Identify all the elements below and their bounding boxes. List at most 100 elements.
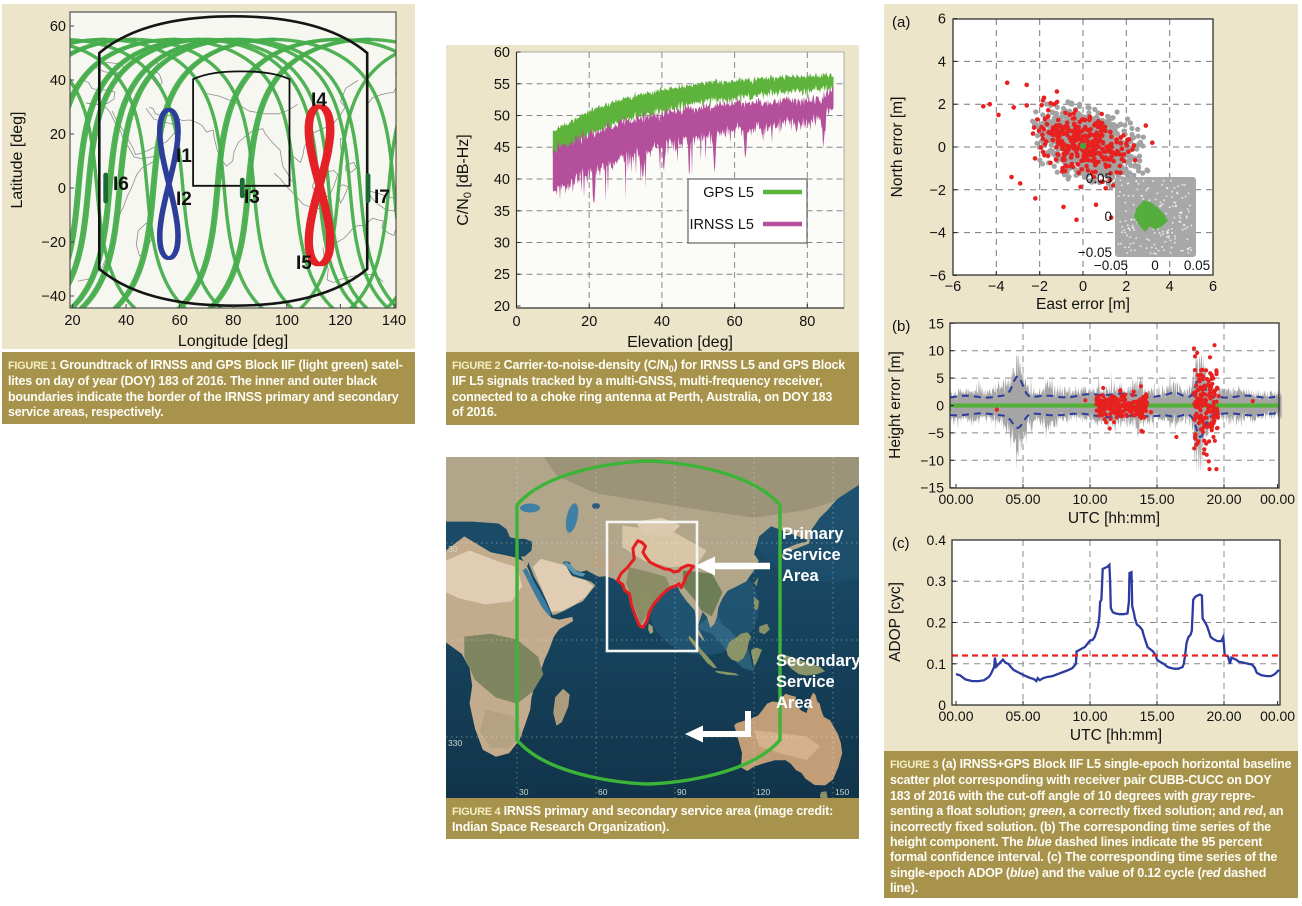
- svg-text:−20: −20: [41, 235, 66, 251]
- svg-text:80: 80: [799, 314, 815, 330]
- svg-text:45: 45: [494, 140, 510, 156]
- svg-text:0: 0: [512, 314, 520, 330]
- svg-text:0: 0: [936, 398, 944, 414]
- svg-text:Longitude [deg]: Longitude [deg]: [178, 333, 288, 349]
- svg-text:0: 0: [938, 140, 946, 156]
- svg-text:60: 60: [727, 314, 743, 330]
- svg-text:I1: I1: [176, 146, 192, 167]
- svg-text:(a): (a): [892, 14, 910, 31]
- svg-text:15: 15: [928, 315, 944, 331]
- svg-text:00.00: 00.00: [938, 708, 973, 724]
- svg-text:2: 2: [1122, 279, 1130, 295]
- svg-text:Secondary: Secondary: [776, 652, 859, 670]
- svg-text:−6: −6: [929, 268, 946, 284]
- svg-text:120: 120: [756, 787, 770, 797]
- svg-text:30: 30: [519, 787, 529, 797]
- svg-text:20: 20: [494, 299, 510, 315]
- svg-text:30: 30: [494, 236, 510, 252]
- svg-text:10: 10: [928, 343, 944, 359]
- svg-text:10.00: 10.00: [1072, 708, 1107, 724]
- svg-text:Elevation [deg]: Elevation [deg]: [627, 334, 733, 351]
- svg-text:GPS L5: GPS L5: [703, 185, 754, 201]
- svg-text:00.00: 00.00: [1260, 708, 1295, 724]
- svg-text:UTC [hh:mm]: UTC [hh:mm]: [1068, 510, 1160, 527]
- svg-text:Primary: Primary: [782, 525, 844, 543]
- svg-text:I3: I3: [244, 187, 260, 208]
- svg-text:ADOP [cyc]: ADOP [cyc]: [887, 582, 904, 662]
- svg-text:0.1: 0.1: [927, 656, 947, 672]
- svg-text:0: 0: [58, 181, 66, 197]
- svg-text:50: 50: [494, 109, 510, 125]
- svg-text:60: 60: [598, 787, 608, 797]
- svg-text:330: 330: [448, 738, 462, 748]
- svg-text:2: 2: [938, 97, 946, 113]
- svg-text:North error [m]: North error [m]: [889, 97, 906, 198]
- svg-text:I7: I7: [374, 187, 390, 208]
- svg-text:6: 6: [1209, 279, 1217, 295]
- svg-text:0: 0: [1104, 209, 1112, 224]
- svg-text:−5: −5: [928, 425, 944, 441]
- svg-text:I5: I5: [296, 253, 312, 274]
- svg-text:15.00: 15.00: [1139, 491, 1174, 507]
- svg-text:20: 20: [581, 314, 597, 330]
- svg-text:0: 0: [1079, 279, 1087, 295]
- svg-text:−2: −2: [1031, 279, 1048, 295]
- svg-text:0.4: 0.4: [927, 532, 947, 548]
- svg-text:0.05: 0.05: [1184, 258, 1210, 273]
- svg-text:10.00: 10.00: [1072, 491, 1107, 507]
- svg-text:IRNSS L5: IRNSS L5: [690, 217, 754, 233]
- svg-text:35: 35: [494, 204, 510, 220]
- svg-text:40: 40: [654, 314, 670, 330]
- svg-text:6: 6: [938, 12, 946, 28]
- svg-text:C/N0 [dB-Hz]: C/N0 [dB-Hz]: [455, 134, 474, 225]
- svg-text:Service: Service: [782, 546, 841, 564]
- svg-text:0: 0: [938, 697, 946, 713]
- svg-text:20.00: 20.00: [1206, 708, 1241, 724]
- svg-text:40: 40: [50, 73, 66, 89]
- svg-text:20.00: 20.00: [1206, 491, 1241, 507]
- svg-text:−4: −4: [988, 279, 1005, 295]
- svg-text:55: 55: [494, 77, 510, 93]
- svg-text:I4: I4: [311, 90, 327, 111]
- svg-text:Area: Area: [782, 567, 820, 585]
- svg-text:−10: −10: [920, 452, 944, 468]
- svg-text:0.05: 0.05: [1086, 171, 1112, 186]
- svg-text:I2: I2: [176, 189, 192, 210]
- svg-text:Service: Service: [776, 673, 835, 691]
- svg-text:4: 4: [938, 54, 946, 70]
- svg-text:Latitude [deg]: Latitude [deg]: [9, 112, 26, 209]
- svg-text:(c): (c): [892, 535, 910, 552]
- svg-text:I6: I6: [113, 174, 129, 195]
- svg-text:90: 90: [677, 787, 687, 797]
- svg-text:Area: Area: [776, 694, 814, 712]
- svg-text:20: 20: [50, 127, 66, 143]
- svg-text:60: 60: [50, 19, 66, 35]
- svg-text:05.00: 05.00: [1005, 708, 1040, 724]
- svg-text:−4: −4: [929, 226, 946, 242]
- svg-text:5: 5: [936, 370, 944, 386]
- svg-text:UTC [hh:mm]: UTC [hh:mm]: [1070, 727, 1162, 744]
- svg-text:100: 100: [275, 313, 299, 329]
- svg-text:Height error [m]: Height error [m]: [887, 351, 904, 459]
- svg-text:−0.05: −0.05: [1078, 245, 1112, 260]
- svg-text:−0.05: −0.05: [1094, 258, 1128, 273]
- svg-text:30: 30: [448, 544, 458, 554]
- svg-text:150: 150: [835, 787, 849, 797]
- svg-text:140: 140: [382, 313, 406, 329]
- svg-text:120: 120: [328, 313, 352, 329]
- svg-text:0.2: 0.2: [927, 615, 947, 631]
- svg-text:East error [m]: East error [m]: [1036, 296, 1130, 313]
- svg-text:0.3: 0.3: [927, 573, 947, 589]
- svg-text:(b): (b): [892, 318, 910, 335]
- svg-text:−6: −6: [945, 279, 962, 295]
- svg-text:−2: −2: [929, 183, 946, 199]
- svg-text:25: 25: [494, 267, 510, 283]
- svg-text:60: 60: [172, 313, 188, 329]
- svg-text:20: 20: [64, 313, 80, 329]
- svg-text:60: 60: [494, 45, 510, 61]
- svg-text:40: 40: [494, 172, 510, 188]
- svg-text:−15: −15: [920, 480, 944, 496]
- svg-text:0: 0: [1151, 258, 1159, 273]
- svg-text:05.00: 05.00: [1005, 491, 1040, 507]
- svg-text:40: 40: [118, 313, 134, 329]
